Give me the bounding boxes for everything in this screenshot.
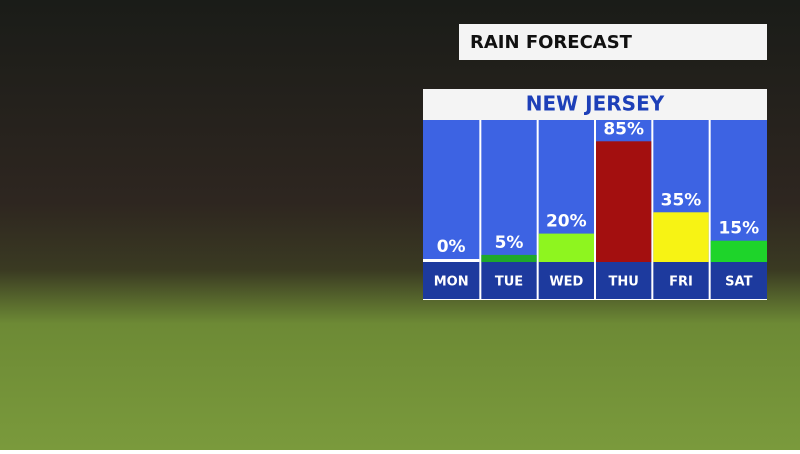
- bar: [481, 254, 537, 262]
- bar: [710, 240, 767, 262]
- panel: [423, 120, 767, 300]
- day-box: [538, 262, 594, 299]
- chart-subtitle: NEW JERSEY: [526, 92, 665, 116]
- value-label: 0%: [437, 237, 466, 257]
- x-tick-label: SAT: [725, 275, 752, 290]
- day-box: [481, 262, 537, 299]
- value-label: 85%: [603, 119, 644, 139]
- day-box: [653, 262, 709, 299]
- bar: [538, 233, 594, 262]
- value-label: 15%: [718, 219, 759, 239]
- bar: [653, 212, 709, 262]
- day-box: [423, 262, 480, 299]
- value-label: 35%: [661, 190, 702, 210]
- chart-title: RAIN FORECAST: [470, 32, 633, 53]
- column: [423, 120, 480, 262]
- bar: [423, 259, 480, 262]
- bar: [596, 141, 652, 262]
- value-label: 5%: [495, 233, 524, 253]
- title-box: [459, 24, 767, 60]
- subtitle-box: [423, 89, 767, 120]
- x-tick-label: WED: [549, 275, 583, 290]
- x-tick-label: TUE: [495, 275, 523, 290]
- column: [710, 120, 767, 262]
- value-label: 20%: [546, 212, 587, 232]
- x-tick-label: FRI: [669, 275, 693, 290]
- x-tick-label: THU: [609, 275, 639, 290]
- day-box: [710, 262, 767, 299]
- column: [481, 120, 537, 262]
- x-tick-label: MON: [434, 275, 469, 290]
- day-box: [596, 262, 652, 299]
